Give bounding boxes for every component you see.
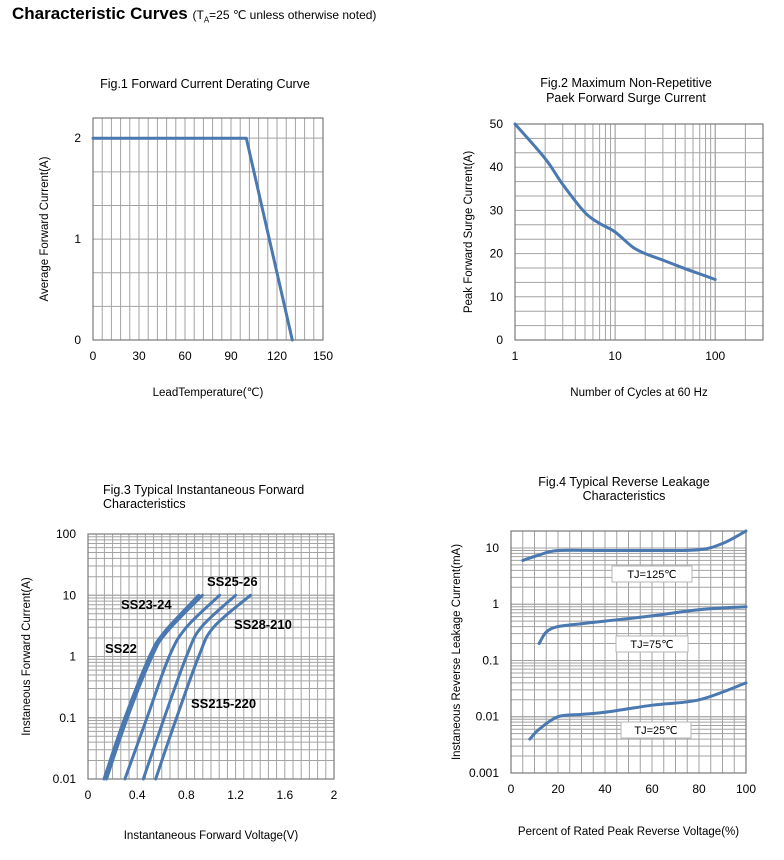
- fig3-x-tick-label: 1.6: [276, 788, 293, 802]
- fig4-annotation-box: [620, 721, 692, 739]
- fig3-series-ss28-210-line: [141, 593, 238, 781]
- fig1-x-tick-label: 150: [313, 349, 333, 363]
- fig3-title: Fig.3 Typical Instantaneous Forward: [103, 483, 304, 497]
- page-title: Characteristic Curves (TA=25 ℃ unless ot…: [12, 4, 376, 24]
- fig4-x-tick-label: 80: [692, 782, 706, 796]
- fig1-y-axis-label: Average Forward Current(A): [39, 156, 51, 301]
- fig4-chart: 0 20 40 60 80 100 0.001 0.01 0.1 1 10 Fig.4 Typical…: [451, 475, 756, 838]
- fig4-x-tick-label: 40: [598, 782, 612, 796]
- fig2-y-tick-label: 40: [490, 160, 504, 174]
- fig4-series-tj-25-line: [528, 681, 748, 741]
- fig3-series-label: SS25-26: [207, 574, 258, 589]
- fig4-x-tick-label: 100: [736, 782, 756, 796]
- fig4-series-tj-75-line: [537, 605, 748, 645]
- fig4-title: Characteristics: [583, 489, 666, 503]
- fig2-x-axis-label: Number of Cycles at 60 Hz: [570, 387, 708, 399]
- fig2-y-tick-label: 30: [490, 203, 504, 217]
- fig2-y-tick-label: 20: [490, 247, 504, 261]
- fig3-grid: [87, 533, 335, 780]
- fig2-x-tick-label: 100: [705, 349, 725, 363]
- fig4-x-tick-label: 20: [551, 782, 565, 796]
- fig4-annotation-box: [611, 565, 693, 583]
- fig3-x-axis-label: Instantaneous Forward Voltage(V): [124, 830, 299, 842]
- fig4-y-axis-label: Instaneous Reverse Leakage Current(mA): [451, 544, 463, 760]
- fig4-title: Fig.4 Typical Reverse Leakage: [538, 475, 709, 489]
- fig2-y-tick-label: 10: [490, 290, 504, 304]
- fig2-chart: 1 10 100 0 10 20 30 40 50 Fig.2 Maximum Non-Repet…: [463, 76, 764, 399]
- fig1-x-tick-label: 0: [90, 349, 97, 363]
- fig4-y-tick-label: 0.01: [476, 710, 500, 724]
- fig3-y-tick-label: 0.1: [59, 711, 76, 725]
- fig3-chart: 0 0.4 0.8 1.2 1.6 2 0.01 0.1 1 10 100 Fig.3 Typical…: [21, 483, 338, 842]
- fig2-y-axis-label: Peak Forward Surge Current(A): [463, 151, 475, 314]
- fig1-x-axis-label: LeadTemperature(℃): [153, 387, 264, 399]
- fig3-y-axis-label: Instaneous Forward Current(A): [21, 577, 33, 736]
- fig1-x-tick-label: 120: [267, 349, 287, 363]
- fig2-plot-frame: [514, 123, 764, 341]
- fig3-x-tick-label: 0: [85, 788, 92, 802]
- fig2-x-tick-label: 1: [512, 349, 519, 363]
- fig1-y-tick-label: 0: [74, 333, 81, 347]
- fig4-plot-frame: [510, 530, 747, 774]
- fig3-x-tick-label: 0.4: [129, 788, 146, 802]
- fig4-annotation-label: TJ=125℃: [627, 569, 676, 581]
- fig1-y-tick-label: 1: [74, 232, 81, 246]
- fig4-y-tick-label: 1: [492, 597, 499, 611]
- fig3-y-tick-label: 10: [63, 588, 77, 602]
- fig4-y-tick-label: 10: [486, 541, 500, 555]
- fig1-plot-frame: [92, 117, 324, 341]
- fig2-y-tick-label: 50: [490, 117, 504, 131]
- fig4-x-tick-label: 0: [508, 782, 515, 796]
- fig2-title: Fig.2 Maximum Non-Repetitive: [540, 76, 712, 90]
- fig3-series-label: SS28-210: [234, 617, 292, 632]
- fig4-annotation-label: TJ=25℃: [634, 725, 677, 737]
- fig2-grid: [514, 123, 764, 341]
- fig3-series-ss215-220-line: [154, 593, 252, 781]
- fig3-y-tick-label: 1: [69, 650, 76, 664]
- fig1-grid: [92, 118, 324, 341]
- fig3-y-tick-label: 0.01: [53, 772, 77, 786]
- fig4-annotation-label: TJ=75℃: [630, 639, 673, 651]
- fig4-annotation-box: [615, 635, 689, 653]
- fig4-x-tick-label: 60: [645, 782, 659, 796]
- page-title-main: Characteristic Curves: [12, 4, 188, 23]
- fig2-x-tick-label: 10: [608, 349, 622, 363]
- fig1-x-tick-label: 30: [132, 349, 146, 363]
- fig3-x-tick-label: 2: [331, 788, 338, 802]
- fig3-plot-frame: [87, 533, 335, 780]
- fig3-series-label: SS215-220: [191, 696, 256, 711]
- fig1-x-tick-label: 90: [224, 349, 238, 363]
- fig1-x-tick-label: 60: [178, 349, 192, 363]
- fig3-title: Characteristics: [103, 497, 186, 511]
- fig2-title: Paek Forward Surge Current: [546, 91, 706, 105]
- fig4-y-tick-label: 0.1: [482, 653, 499, 667]
- fig3-series-label: SS22: [105, 641, 137, 656]
- fig3-series-ss25-26-line: [123, 593, 222, 781]
- fig3-x-tick-label: 1.2: [227, 788, 244, 802]
- fig4-x-axis-label: Percent of Rated Peak Reverse Voltage(%): [518, 826, 739, 838]
- fig3-series-ss23-24-line: [105, 593, 204, 781]
- fig1-title: Fig.1 Forward Current Derating Curve: [100, 77, 310, 91]
- fig3-series-label: SS23-24: [121, 597, 172, 612]
- fig3-y-tick-label: 100: [56, 527, 76, 541]
- fig2-series-line-line: [513, 122, 717, 281]
- fig3-x-tick-label: 0.8: [178, 788, 195, 802]
- fig1-y-tick-label: 2: [74, 131, 81, 145]
- fig4-y-tick-label: 0.001: [469, 766, 499, 780]
- fig1-chart: 0 30 60 90 120 150 0 1 2 Fig.1 Forward Current De…: [39, 77, 333, 399]
- fig2-y-tick-label: 0: [496, 333, 503, 347]
- page-title-conditions: (TA=25 ℃ unless otherwise noted): [192, 8, 377, 25]
- fig3-series-ss22-line: [102, 593, 201, 781]
- fig1-series-line-line: [91, 136, 294, 342]
- fig4-series-tj-125-line: [521, 529, 748, 562]
